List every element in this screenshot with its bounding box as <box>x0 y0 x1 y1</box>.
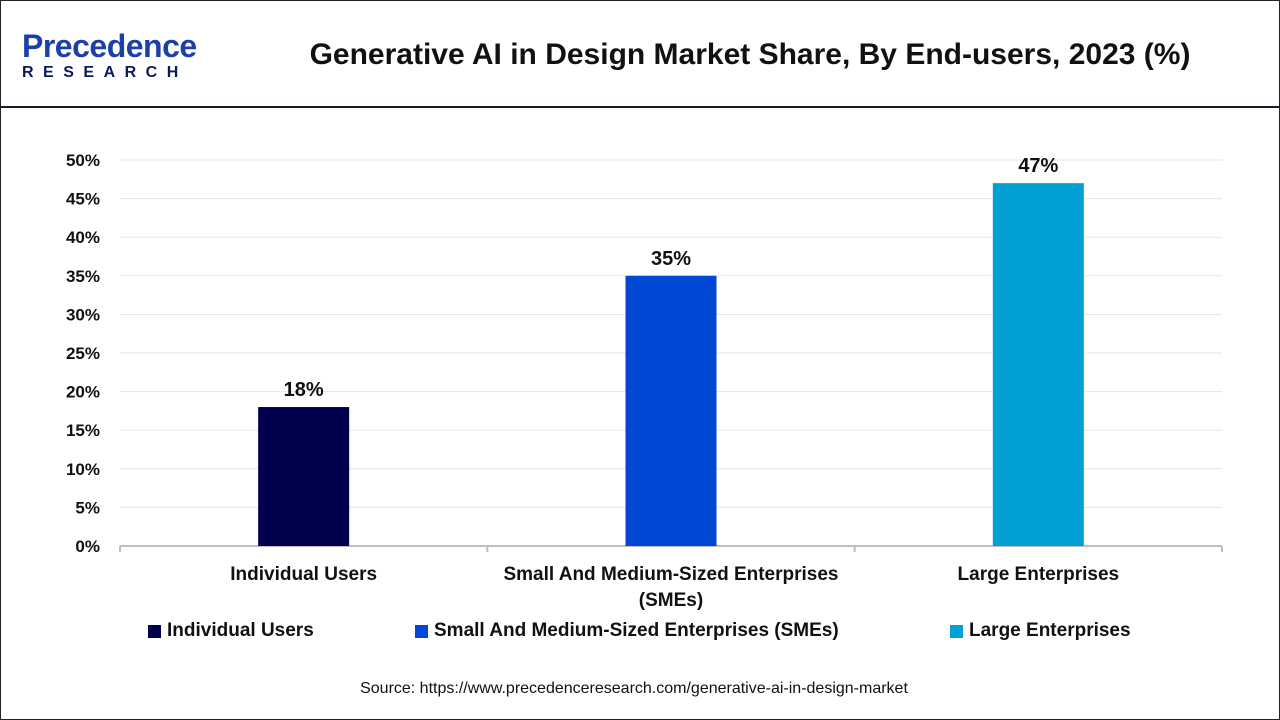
logo-wordmark: Precedence <box>22 28 197 64</box>
source-note: Source: https://www.precedenceresearch.c… <box>360 680 908 697</box>
y-tick-label: 15% <box>66 421 100 440</box>
legend-label: Individual Users <box>167 620 314 641</box>
bar <box>625 275 717 546</box>
y-tick-label: 40% <box>66 228 100 247</box>
legend-item-large-enterprises: Large Enterprises <box>950 620 1131 642</box>
data-label: 47% <box>1018 155 1058 177</box>
y-tick-label: 25% <box>66 344 100 363</box>
logo-subtitle: RESEARCH <box>22 64 188 81</box>
header: Precedence RESEARCH Generative AI in Des… <box>0 0 1280 108</box>
y-tick-label: 0% <box>75 537 100 556</box>
data-label: 18% <box>284 379 324 401</box>
y-tick-label: 30% <box>66 305 100 324</box>
y-tick-label: 35% <box>66 267 100 286</box>
legend-swatch <box>148 624 161 638</box>
y-tick-label: 20% <box>66 383 100 402</box>
legend-item-individual-users: Individual Users <box>148 620 314 642</box>
data-label: 35% <box>651 248 691 270</box>
x-tick-label: Large Enterprises <box>958 564 1120 585</box>
legend-label: Large Enterprises <box>969 620 1131 641</box>
y-tick-label: 10% <box>66 460 100 479</box>
chart-title: Generative AI in Design Market Share, By… <box>309 38 1191 71</box>
legend-label: Small And Medium-Sized Enterprises (SMEs… <box>434 620 839 641</box>
x-tick-label: Individual Users <box>230 564 377 585</box>
y-tick-label: 50% <box>66 151 100 170</box>
legend-swatch <box>415 624 428 638</box>
legend: Individual Users Small And Medium-Sized … <box>0 620 1280 644</box>
bar <box>258 407 350 546</box>
legend-swatch <box>950 624 963 638</box>
x-tick-label: Small And Medium-Sized Enterprises <box>503 564 838 585</box>
precedence-research-logo: Precedence RESEARCH <box>22 30 197 82</box>
legend-item-smes: Small And Medium-Sized Enterprises (SMEs… <box>415 620 839 642</box>
y-tick-label: 45% <box>66 190 100 209</box>
bar <box>992 183 1084 546</box>
x-tick-label: (SMEs) <box>639 590 703 611</box>
y-tick-label: 5% <box>75 498 100 517</box>
